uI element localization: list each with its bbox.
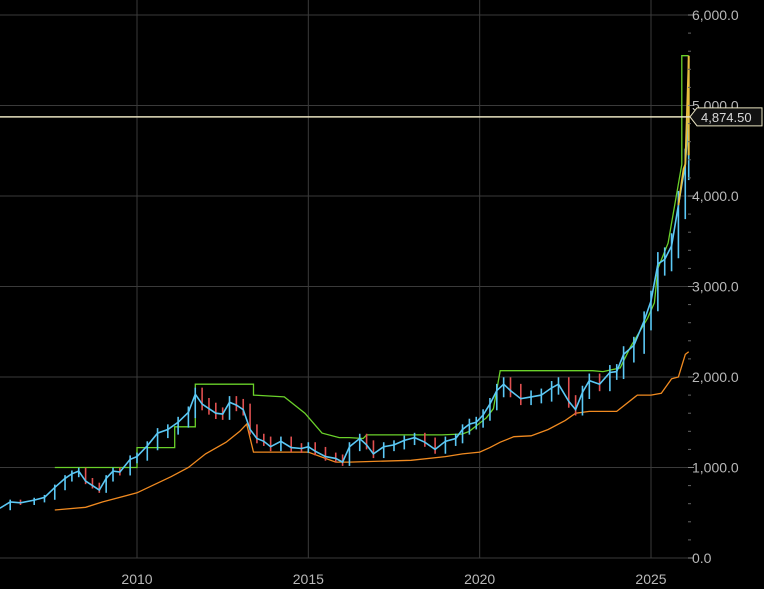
series-layer — [0, 55, 690, 511]
current-price-label: 4,874.50 — [701, 110, 752, 125]
lower-band-line — [54, 351, 690, 511]
x-axis[interactable]: 2010 2015 2020 2025 — [121, 571, 666, 587]
x-tick-label: 2015 — [293, 571, 324, 587]
y-tick-label: 3,000.0 — [692, 279, 739, 295]
y-tick-label: 4,000.0 — [692, 188, 739, 204]
x-tick-label: 2010 — [121, 571, 152, 587]
x-tick-label: 2020 — [464, 571, 495, 587]
y-tick-label: 1,000.0 — [692, 460, 739, 476]
current-price-marker: 4,874.50 — [0, 107, 763, 127]
y-tick-label: 2,000.0 — [692, 369, 739, 385]
y-axis[interactable]: 0.01,000.02,000.03,000.04,000.05,000.06,… — [688, 7, 739, 566]
y-tick-label: 6,000.0 — [692, 7, 739, 23]
x-tick-label: 2025 — [635, 571, 666, 587]
current-price-tag — [689, 107, 763, 127]
y-tick-label: 0.0 — [692, 550, 712, 566]
recent-price-spike — [677, 60, 690, 206]
price-line-series — [0, 116, 690, 509]
